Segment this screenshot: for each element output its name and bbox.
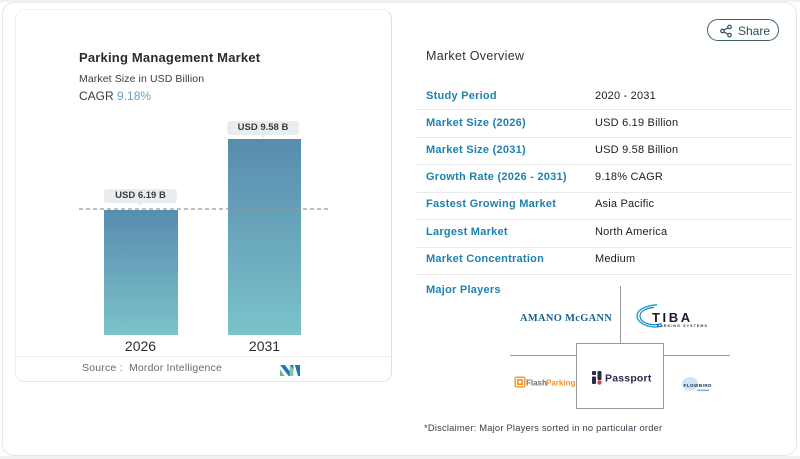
svg-text:Parking: Parking	[546, 378, 575, 387]
svg-text:Flash: Flash	[526, 378, 547, 387]
svg-text:TIBA: TIBA	[652, 310, 693, 325]
svg-text:PARKING SYSTEMS: PARKING SYSTEMS	[657, 324, 708, 328]
svg-text:FLOWBIRD: FLOWBIRD	[684, 383, 713, 388]
svg-text:Passport: Passport	[605, 373, 652, 385]
